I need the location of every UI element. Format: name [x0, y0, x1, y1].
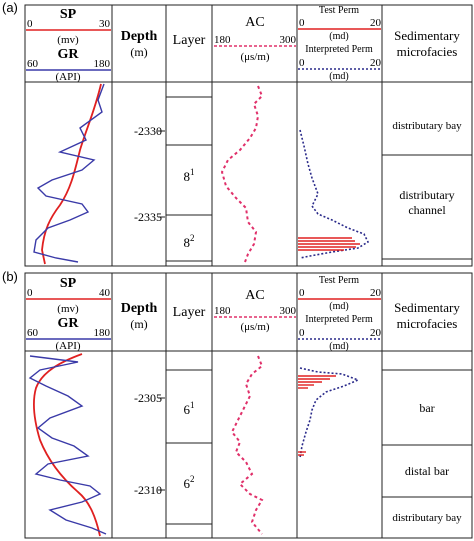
- panel-b-tag: (b): [2, 269, 18, 284]
- test-perm-title: Test Perm: [319, 5, 359, 16]
- sp-min: 0: [27, 18, 33, 30]
- gr-min: 60: [27, 327, 39, 339]
- interp-perm-title: Interpreted Perm: [305, 314, 373, 325]
- sp-min: 0: [27, 287, 33, 299]
- ac-unit: (μs/m): [240, 51, 269, 63]
- ac-unit: (μs/m): [240, 321, 269, 333]
- sp-max: 30: [99, 18, 111, 30]
- layer-title: Layer: [173, 33, 206, 48]
- interp-perm-unit: (md): [329, 341, 348, 352]
- layer-title: Layer: [173, 305, 206, 320]
- test-perm-min: 0: [299, 287, 305, 299]
- sp-unit: (mv): [57, 34, 79, 46]
- facies-title-1: Sedimentary: [394, 28, 460, 43]
- gr-min: 60: [27, 58, 39, 70]
- depth-label: -2310: [134, 483, 162, 497]
- interp-perm-title: Interpreted Perm: [305, 44, 373, 55]
- gr-title: GR: [58, 47, 80, 62]
- interp-perm-max: 20: [370, 57, 382, 69]
- panel-b-frame: [24, 272, 473, 539]
- test-perm-unit: (md): [329, 31, 348, 42]
- layer-6-2: 62: [184, 474, 195, 491]
- ac-min: 180: [214, 305, 231, 317]
- facies-label: channel: [408, 203, 446, 217]
- ac-max: 300: [280, 34, 297, 46]
- depth-title: Depth: [121, 301, 158, 316]
- sp-unit: (mv): [57, 303, 79, 315]
- interp-perm-curve: [299, 367, 361, 459]
- test-perm-min: 0: [299, 17, 305, 29]
- panel-a: (a) SP 0 30 (mv) GR 60 180 (API) Depth (…: [2, 0, 473, 267]
- sp-title: SP: [60, 7, 77, 22]
- ac-curve: [230, 355, 264, 535]
- facies-label: bar: [419, 401, 434, 415]
- gr-unit: (API): [55, 71, 80, 83]
- interp-perm-min: 0: [299, 57, 305, 69]
- gr-curve: [33, 83, 105, 263]
- panel-b: (b) SP 0 40 (mv) GR 60 180 (API) Depth (…: [2, 269, 473, 539]
- gr-title: GR: [58, 316, 80, 331]
- sp-title: SP: [60, 276, 77, 291]
- panel-a-tag: (a): [2, 0, 18, 15]
- test-perm-bars: [298, 375, 336, 456]
- facies-label: distributary: [399, 188, 454, 202]
- ac-curve: [220, 85, 264, 263]
- interp-perm-min: 0: [299, 327, 305, 339]
- depth-unit: (m): [130, 45, 147, 59]
- facies-title-2: microfacies: [397, 44, 458, 59]
- interp-perm-unit: (md): [329, 71, 348, 82]
- gr-max: 180: [94, 327, 111, 339]
- layer-8-2: 82: [184, 233, 195, 250]
- ac-max: 300: [280, 305, 297, 317]
- facies-title-2: microfacies: [397, 316, 458, 331]
- depth-label: -2305: [134, 391, 162, 405]
- panel-a-frame: [24, 4, 473, 267]
- layer-8-1: 81: [184, 167, 195, 184]
- gr-curve: [28, 355, 107, 535]
- sp-max: 40: [99, 287, 111, 299]
- facies-label: distributary bay: [392, 120, 462, 132]
- gr-max: 180: [94, 58, 111, 70]
- ac-title: AC: [245, 288, 264, 303]
- sp-curve: [33, 353, 101, 537]
- ac-min: 180: [214, 34, 231, 46]
- facies-title-1: Sedimentary: [394, 300, 460, 315]
- interp-perm-max: 20: [370, 327, 382, 339]
- test-perm-title: Test Perm: [319, 275, 359, 286]
- gr-unit: (API): [55, 340, 80, 352]
- depth-title: Depth: [121, 29, 158, 44]
- test-perm-max: 20: [370, 17, 382, 29]
- depth-label: -2335: [134, 210, 162, 224]
- interp-perm-curve: [299, 129, 370, 259]
- test-perm-unit: (md): [329, 301, 348, 312]
- layer-6-1: 61: [184, 400, 195, 417]
- ac-title: AC: [245, 15, 264, 30]
- test-perm-max: 20: [370, 287, 382, 299]
- depth-label: -2330: [134, 124, 162, 138]
- facies-label: distal bar: [405, 464, 449, 478]
- facies-label: distributary bay: [392, 512, 462, 524]
- depth-unit: (m): [130, 317, 147, 331]
- test-perm-bars: [298, 237, 360, 251]
